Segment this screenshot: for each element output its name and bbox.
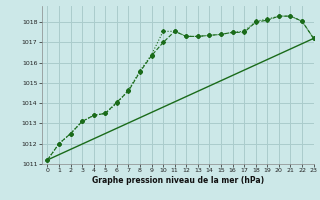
X-axis label: Graphe pression niveau de la mer (hPa): Graphe pression niveau de la mer (hPa) <box>92 176 264 185</box>
